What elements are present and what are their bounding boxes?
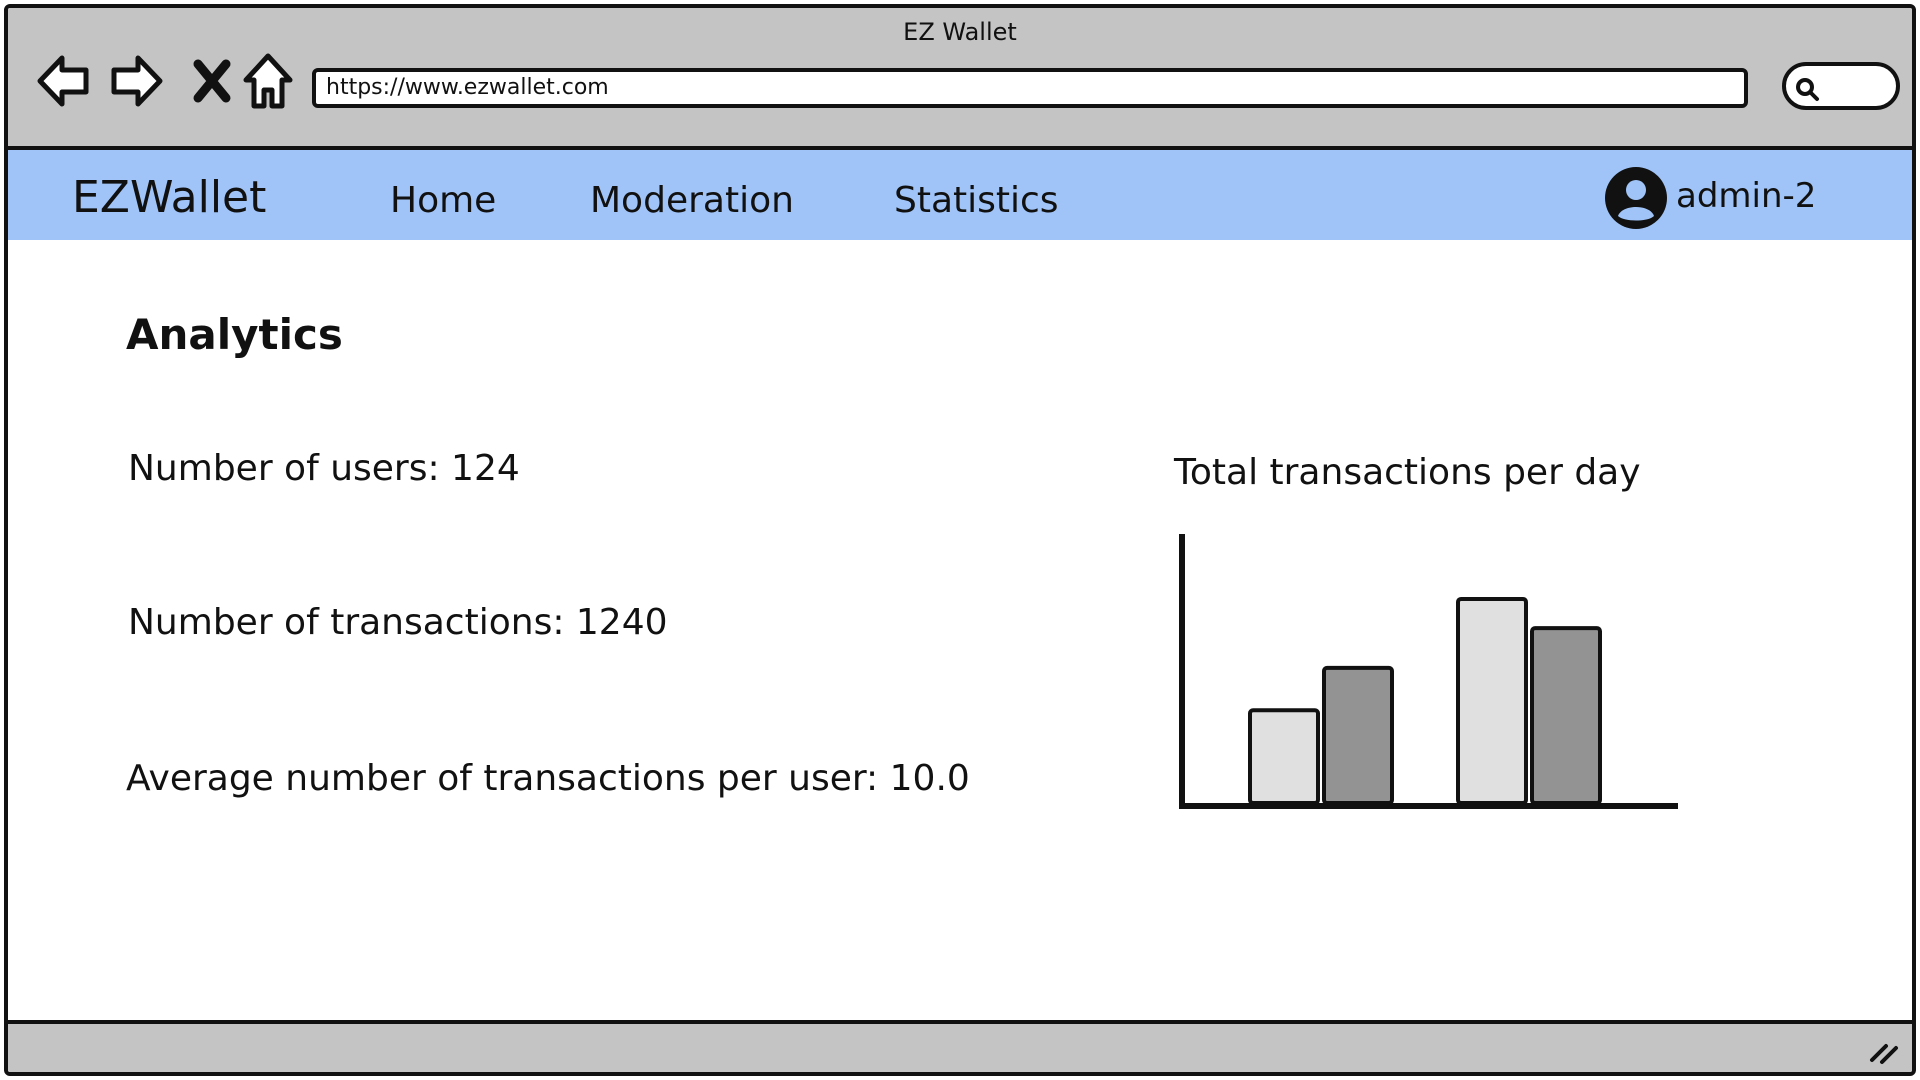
main-content: Analytics Number of users: 124 Number of…	[8, 240, 1912, 1010]
back-arrow-icon[interactable]	[36, 50, 92, 112]
chart-title: Total transactions per day	[1174, 452, 1641, 493]
browser-window: EZ Wallet https://www.ezwallet.com EZWal…	[4, 4, 1916, 1076]
window-title: EZ Wallet	[903, 18, 1017, 46]
stat-users: Number of users: 124	[128, 448, 520, 489]
resize-grip-icon[interactable]	[1868, 1032, 1902, 1066]
chart-bar-group1-series2	[1322, 665, 1394, 805]
user-avatar-icon	[1605, 167, 1667, 229]
status-bar	[8, 1020, 1912, 1072]
chart-bar-group2-series2	[1530, 626, 1602, 805]
chart-bar-group1-series1	[1248, 708, 1320, 805]
nav-moderation[interactable]: Moderation	[590, 180, 794, 221]
bar-chart	[1179, 534, 1678, 809]
browser-search-field[interactable]	[1782, 62, 1900, 110]
user-menu[interactable]: admin-2	[1604, 166, 1844, 229]
home-icon[interactable]	[240, 50, 296, 112]
stat-average: Average number of transactions per user:…	[126, 758, 970, 799]
close-icon[interactable]	[184, 50, 240, 112]
page-title: Analytics	[126, 310, 343, 359]
chart-bar-group2-series1	[1456, 596, 1528, 805]
browser-chrome: EZ Wallet https://www.ezwallet.com	[8, 8, 1912, 150]
username-label: admin-2	[1676, 176, 1817, 216]
app-navbar: EZWallet Home Moderation Statistics admi…	[8, 150, 1912, 240]
nav-statistics[interactable]: Statistics	[894, 180, 1059, 221]
nav-home[interactable]: Home	[390, 180, 497, 221]
forward-arrow-icon[interactable]	[108, 50, 164, 112]
url-input[interactable]: https://www.ezwallet.com	[312, 68, 1748, 108]
search-icon	[1796, 78, 1819, 101]
stat-transactions: Number of transactions: 1240	[128, 602, 668, 643]
brand-logo[interactable]: EZWallet	[72, 172, 267, 223]
